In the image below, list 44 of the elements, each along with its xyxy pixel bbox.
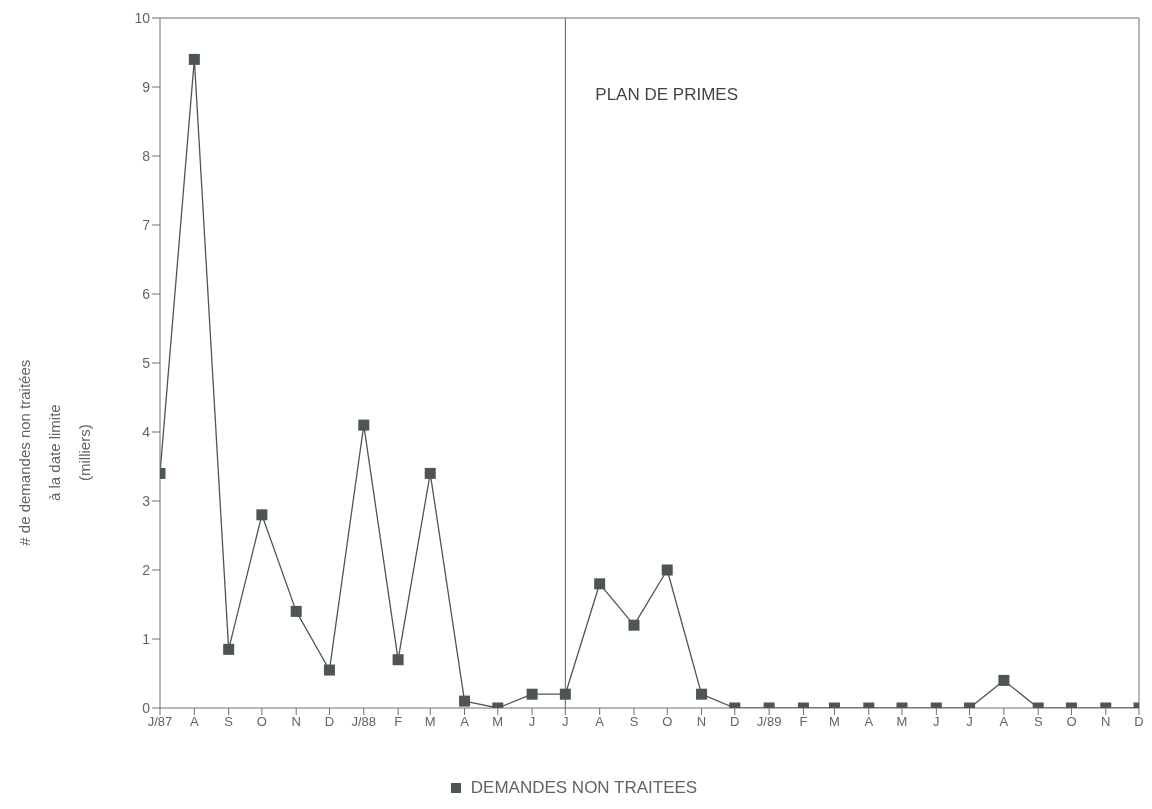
y-tick-label: 9 [142,78,151,95]
x-tick-label: J [966,714,973,730]
y-tick-label: 4 [142,423,151,440]
x-tick-label: M [424,714,436,730]
x-tick-label: J/87 [147,714,173,730]
x-tick-label: N [291,714,301,730]
x-tick-label: S [629,714,639,730]
x-tick-label: D [324,714,335,730]
y-tick-label: 10 [134,9,151,26]
legend-label: DEMANDES NON TRAITEES [469,778,698,798]
y-tick-label: 0 [142,699,151,716]
x-tick-label: D [730,714,740,730]
x-tick-label: A [460,714,470,730]
y-tick-label: 7 [142,216,151,233]
y-tick-label: 1 [142,630,151,647]
x-tick-label: J/89 [756,714,782,730]
x-tick-label: O [256,714,267,730]
x-tick-label: A [190,714,199,730]
x-tick-label: N [1101,714,1111,730]
x-tick-label: O [662,714,673,730]
x-tick-label: O [1066,714,1077,730]
x-tick-label: D [1134,714,1144,730]
y-tick-label: 3 [142,492,151,509]
x-tick-label: M [829,714,840,730]
x-tick-label: A [595,714,605,730]
x-tick-label: J [528,714,536,730]
x-tick-label: M [492,714,504,730]
x-tick-label: S [1033,714,1043,730]
y-tick-label: 8 [142,147,151,164]
x-tick-label: J/88 [351,714,377,730]
y-tick-label: 2 [142,561,151,578]
x-tick-label: N [696,714,707,730]
x-tick-label: A [999,714,1009,730]
y-tick-label: 6 [142,285,151,302]
x-tick-label: J [933,714,940,730]
y-axis-title: # de demandes non traitées à la date limite (milliers) [16,359,93,546]
x-tick-label: M [896,714,908,730]
x-tick-label: A [864,714,874,730]
ref-line-label: PLAN DE PRIMES [595,85,738,105]
x-tick-label: F [394,714,403,730]
x-tick-label: S [224,714,234,730]
y-tick-label: 5 [142,354,151,371]
x-tick-label: F [799,714,808,730]
x-tick-label: J [562,714,569,730]
